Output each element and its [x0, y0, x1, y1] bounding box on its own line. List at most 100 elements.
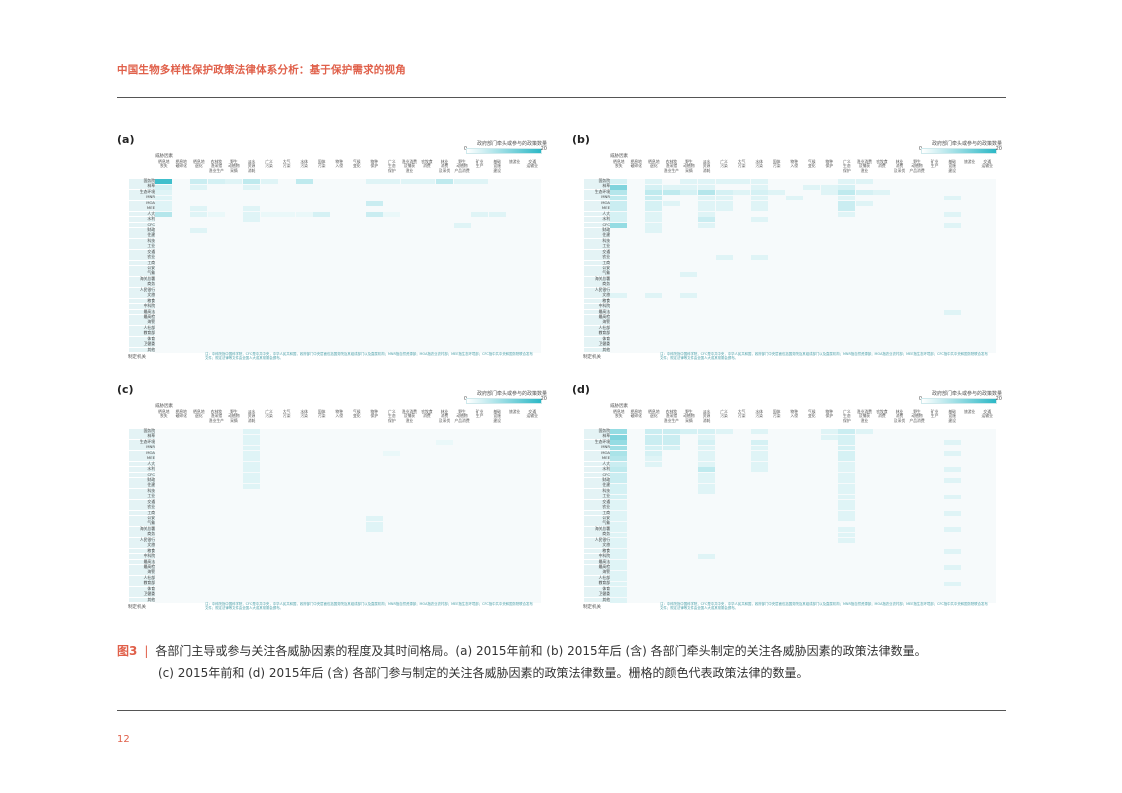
legend-min-label: 0: [919, 146, 922, 152]
column-label: 物种 入侵: [335, 159, 344, 169]
column-label: 广义 生态 保护: [388, 409, 396, 423]
heatmap-cell: [243, 179, 260, 185]
heatmap-cell: [645, 461, 663, 467]
figure-caption: 图3 | 各部门主导或参与关注各威胁因素的程度及其时间格局。(a) 2015年前和 …: [117, 640, 1017, 684]
row-label: 粮食: [584, 298, 610, 304]
heatmap-cell: [190, 184, 208, 190]
heatmap-cell: [243, 467, 260, 473]
column-axis-title: 威胁因素: [610, 404, 628, 409]
heatmap-cell: [733, 190, 751, 195]
heatmap-cell: [838, 179, 856, 185]
heatmap-cell: [453, 222, 471, 228]
row-label: 海警: [129, 320, 155, 326]
heatmap-cell: [365, 516, 383, 522]
heatmap-cell: [645, 440, 663, 445]
heatmap-cell: [488, 211, 506, 217]
heatmap-cell: [698, 440, 715, 445]
column-label: 栖息地 退化: [648, 409, 660, 419]
row-label: 林草: [584, 434, 610, 440]
column-label: 野生 动植物 产品消费: [909, 409, 925, 423]
heatmap-cell: [610, 434, 628, 440]
heatmap-cell: [785, 195, 803, 201]
legend-title: 政府部门牵头或参与的政策数量: [476, 141, 547, 147]
column-label: 栖息地 破碎化: [175, 409, 187, 419]
column-label: 水体 污染: [300, 159, 308, 169]
column-label: 物种 保护: [825, 409, 834, 419]
row-label: 最高检: [129, 314, 155, 320]
heatmap-cell: [698, 179, 715, 185]
column-label: 交通 运输业: [981, 159, 993, 169]
heatmap-cell: [838, 532, 856, 538]
row-label: 商务: [584, 281, 610, 288]
row-label: 人大: [129, 211, 155, 217]
row-label: 卫健委: [129, 341, 155, 347]
row-label: MOA: [129, 200, 155, 206]
legend-title: 政府部门牵头或参与的政策数量: [476, 391, 547, 397]
column-axis-title: 威胁因素: [610, 154, 628, 159]
row-label: 粮食: [584, 548, 610, 554]
heatmap-cell: [838, 184, 856, 190]
column-label: 农林牧 渔采猎 渔业生产: [208, 409, 224, 423]
row-label: 农业: [584, 254, 610, 260]
heatmap-cell: [838, 206, 856, 212]
heatmap-grid: [155, 179, 541, 353]
heatmap-cell: [838, 461, 856, 467]
column-label: 栖息地 破碎化: [175, 159, 187, 169]
column-label: 广义 生态 保护: [388, 159, 396, 173]
row-label: 商务: [129, 281, 155, 288]
row-label: 国务院: [584, 178, 610, 184]
heatmap-cell: [243, 483, 260, 489]
heatmap-cell: [155, 190, 173, 195]
panel-tag: (b): [572, 133, 590, 146]
heatmap-cell: [243, 184, 260, 190]
row-label: 人民银行: [129, 537, 155, 543]
heatmap-cell: [698, 554, 715, 560]
row-label: 林草: [129, 184, 155, 190]
column-label: 旅游业: [508, 159, 521, 164]
panel-tag: (c): [117, 383, 134, 396]
row-label: 最高检: [129, 564, 155, 570]
column-label: 渔业消费 及捕获 渔业: [401, 409, 417, 423]
heatmap-cell: [610, 195, 628, 201]
column-label: 气候 变化: [352, 409, 361, 419]
row-label: 林草: [584, 184, 610, 190]
heatmap-cell: [243, 478, 260, 484]
legend-min-label: 0: [464, 396, 467, 402]
row-label: 其他: [584, 347, 610, 353]
heatmap-cell: [838, 499, 856, 505]
panel-tag: (d): [572, 383, 590, 396]
row-label: 工业: [584, 243, 610, 250]
row-label: 人民银行: [584, 537, 610, 543]
column-label: 大气 污染: [737, 159, 746, 169]
heatmap-cell: [383, 211, 401, 217]
heatmap-cell: [243, 456, 260, 462]
heatmap-cell: [750, 461, 768, 467]
row-label: 人社部: [129, 325, 155, 331]
row-label: 水利: [584, 216, 610, 222]
column-label: 水体 污染: [755, 159, 763, 169]
row-label: 海关总署: [129, 526, 155, 532]
caption-line-2: (c) 2015年前和 (d) 2015年后 (含) 各部门参与制定的关注各威胁…: [158, 666, 809, 680]
legend-color-bar: [466, 398, 542, 404]
heatmap-cell: [838, 494, 856, 500]
legend-max-label: 20: [540, 146, 547, 152]
row-label: 农业: [129, 504, 155, 510]
row-label: 其他: [129, 597, 155, 603]
row-label: 粮食: [129, 298, 155, 304]
row-label: CFC: [129, 472, 155, 478]
heatmap-cell: [365, 201, 383, 206]
row-label: 林草: [129, 434, 155, 440]
heatmap-cell: [838, 467, 856, 473]
heatmap-cell: [943, 211, 961, 217]
row-label: 水利: [129, 216, 155, 222]
header-rule: [117, 97, 1006, 98]
row-label: 最高法: [584, 559, 610, 565]
heatmap-cell: [610, 538, 628, 543]
heatmap-cell: [662, 429, 680, 435]
heatmap-cell: [313, 211, 331, 217]
heatmap-cell: [768, 190, 786, 195]
heatmap-cell: [243, 217, 260, 223]
column-label: 农牧食 消费: [421, 409, 433, 419]
heatmap-cell: [610, 461, 628, 467]
heatmap-cell: [610, 516, 628, 522]
